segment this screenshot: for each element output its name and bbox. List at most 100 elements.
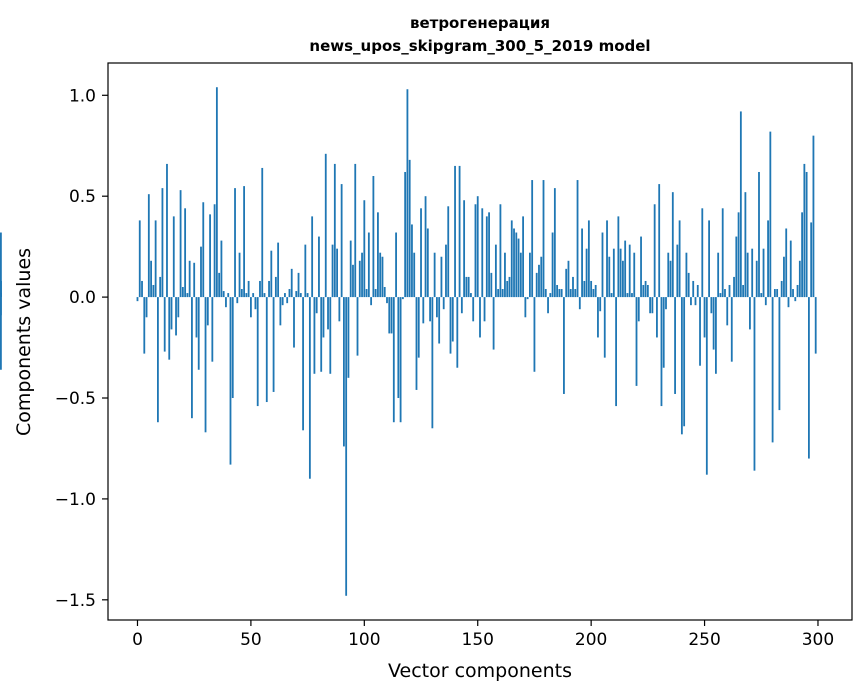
bar [701, 208, 704, 298]
y-tick-label: −1.0 [55, 490, 96, 510]
bar [333, 163, 336, 298]
bar [0, 232, 2, 298]
bar [150, 260, 152, 298]
bar [175, 297, 177, 336]
x-axis-label: Vector components [388, 660, 572, 682]
bar [633, 252, 636, 298]
bar [222, 291, 225, 298]
bar [252, 293, 255, 298]
bar [170, 297, 173, 330]
bar [660, 297, 663, 407]
bar [254, 297, 257, 310]
bar [141, 280, 143, 298]
bar [751, 248, 754, 298]
bar [311, 216, 314, 298]
bar [640, 236, 642, 298]
y-tick-label: 0.5 [69, 187, 96, 207]
bar [576, 180, 579, 298]
bar [320, 297, 323, 372]
bar [472, 297, 475, 322]
bar [678, 220, 681, 298]
bar [504, 252, 506, 298]
bar [501, 289, 504, 298]
bar [578, 297, 581, 310]
bar [442, 297, 445, 310]
bar [247, 280, 250, 298]
bars-group [0, 87, 817, 596]
bar [680, 297, 683, 435]
bar [626, 293, 629, 298]
bar [494, 244, 497, 298]
bar [531, 180, 534, 298]
chart-title: ветрогенерация [410, 14, 550, 32]
bar [365, 289, 368, 298]
bar [215, 87, 218, 298]
bar [322, 297, 325, 338]
bar [154, 220, 157, 298]
bar [245, 293, 248, 298]
bar [197, 297, 200, 370]
bar [764, 297, 767, 306]
bar [612, 248, 615, 298]
bar [136, 297, 139, 302]
bar [769, 131, 772, 298]
bar [481, 208, 484, 298]
bar [147, 194, 150, 298]
bar [211, 297, 214, 362]
bar [200, 246, 202, 298]
bar [585, 248, 588, 298]
bar [363, 200, 366, 298]
bar [789, 240, 792, 298]
bar [592, 289, 595, 298]
bar [683, 297, 686, 427]
y-tick-label: −0.5 [55, 389, 96, 409]
bar [558, 289, 561, 298]
bar [783, 256, 785, 298]
bar [773, 289, 776, 298]
bar [324, 153, 327, 298]
bar [590, 280, 593, 298]
bar [272, 297, 275, 392]
bar [0, 293, 2, 298]
bar [145, 297, 148, 318]
y-tick-label: 1.0 [69, 86, 96, 106]
bar [263, 293, 266, 298]
chart-subtitle: news_upos_skipgram_300_5_2019 model [309, 37, 650, 55]
bar [565, 268, 568, 298]
bar [336, 248, 338, 298]
bar [345, 297, 348, 596]
bar [488, 212, 490, 298]
bar [687, 272, 690, 298]
bar [166, 163, 168, 298]
bar [179, 190, 182, 298]
bar [610, 293, 613, 298]
x-tick-label: 200 [575, 630, 607, 650]
bar [229, 297, 232, 465]
bar [540, 256, 543, 298]
x-axis-ticks: 0 50 100 150 200 250 300 [132, 620, 834, 650]
bar [218, 272, 221, 298]
bar [479, 297, 481, 338]
bar [533, 297, 536, 372]
bar [508, 276, 511, 298]
bar [424, 196, 427, 298]
bar [0, 297, 2, 370]
bar [397, 297, 400, 399]
bar [690, 297, 692, 306]
bar [231, 297, 234, 399]
bar [656, 297, 658, 338]
bar [163, 297, 166, 352]
bar [392, 297, 395, 423]
bar [338, 297, 341, 322]
bar [803, 163, 806, 298]
bar [735, 236, 738, 298]
bar [186, 293, 189, 298]
x-tick-label: 250 [688, 630, 720, 650]
bar [293, 297, 295, 348]
bar [152, 284, 155, 298]
bar [168, 297, 171, 360]
bar [367, 232, 370, 298]
bar [202, 202, 205, 298]
bar [808, 297, 810, 459]
